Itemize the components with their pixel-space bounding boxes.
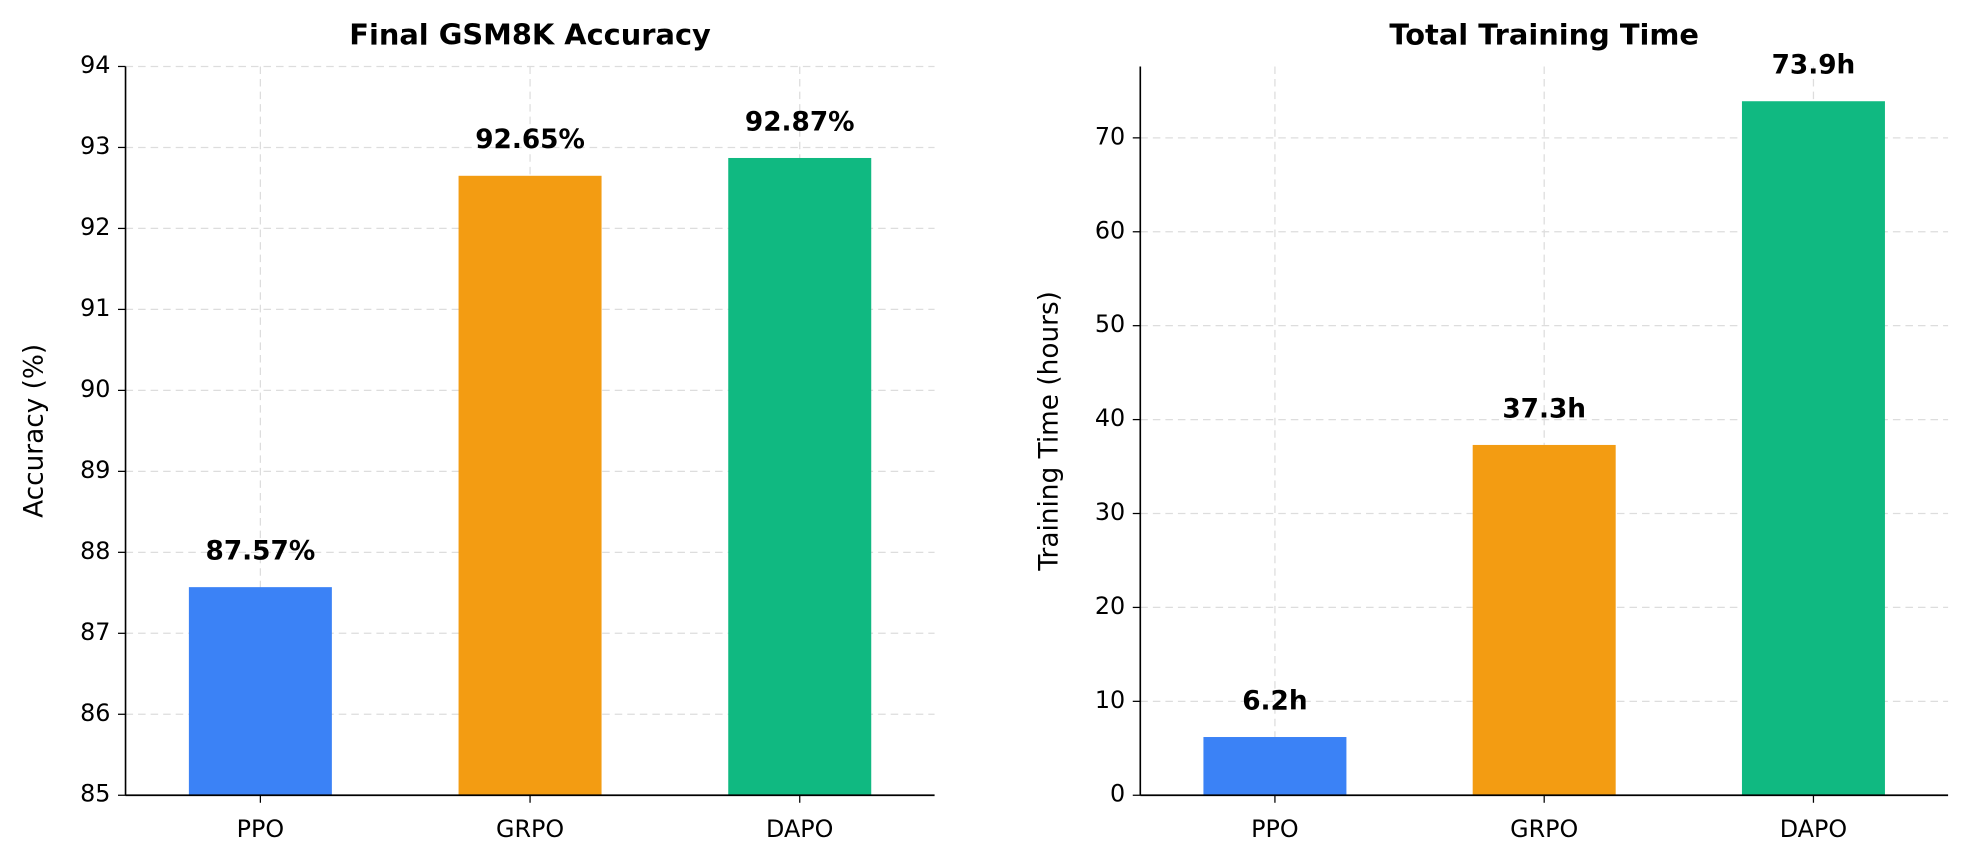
y-tick-label: 30 <box>1095 498 1125 526</box>
chart-title: Final GSM8K Accuracy <box>349 17 711 51</box>
y-tick-label: 87 <box>80 618 110 646</box>
y-tick-label: 10 <box>1095 686 1125 714</box>
y-axis-label: Training Time (hours) <box>1034 291 1064 572</box>
y-tick-label: 92 <box>80 213 110 241</box>
x-tick-label: PPO <box>237 815 284 843</box>
bar <box>1741 101 1885 796</box>
value-label: 87.57% <box>206 537 316 567</box>
x-tick-label: DAPO <box>1780 815 1847 843</box>
bar <box>188 587 332 796</box>
y-axis-label: Accuracy (%) <box>20 344 50 518</box>
y-tick-label: 85 <box>80 780 110 808</box>
value-label: 92.65% <box>475 125 585 155</box>
value-label: 92.87% <box>745 107 855 137</box>
y-tick-label: 0 <box>1110 780 1125 808</box>
y-tick-label: 90 <box>80 375 110 403</box>
bar <box>728 157 872 796</box>
x-tick-label: PPO <box>1251 815 1299 843</box>
y-tick-label: 89 <box>80 456 110 484</box>
y-tick-label: 88 <box>80 537 110 565</box>
x-tick-label: GRPO <box>496 815 564 843</box>
value-label: 6.2h <box>1242 686 1307 716</box>
value-label: 73.9h <box>1772 51 1856 81</box>
y-tick-label: 40 <box>1095 404 1125 432</box>
value-label: 37.3h <box>1502 394 1586 424</box>
y-tick-label: 50 <box>1095 310 1125 338</box>
y-tick-label: 20 <box>1095 592 1125 620</box>
y-tick-label: 91 <box>80 294 110 322</box>
chart-title: Total Training Time <box>1389 17 1699 51</box>
bar <box>1472 444 1616 796</box>
y-tick-label: 60 <box>1095 216 1125 244</box>
x-tick-label: GRPO <box>1510 815 1578 843</box>
y-tick-label: 86 <box>80 699 110 727</box>
y-tick-label: 93 <box>80 132 110 160</box>
bar <box>458 175 602 796</box>
y-tick-label: 94 <box>80 51 110 79</box>
x-tick-label: DAPO <box>766 815 833 843</box>
y-tick-label: 70 <box>1095 122 1125 150</box>
bar <box>1203 737 1347 796</box>
